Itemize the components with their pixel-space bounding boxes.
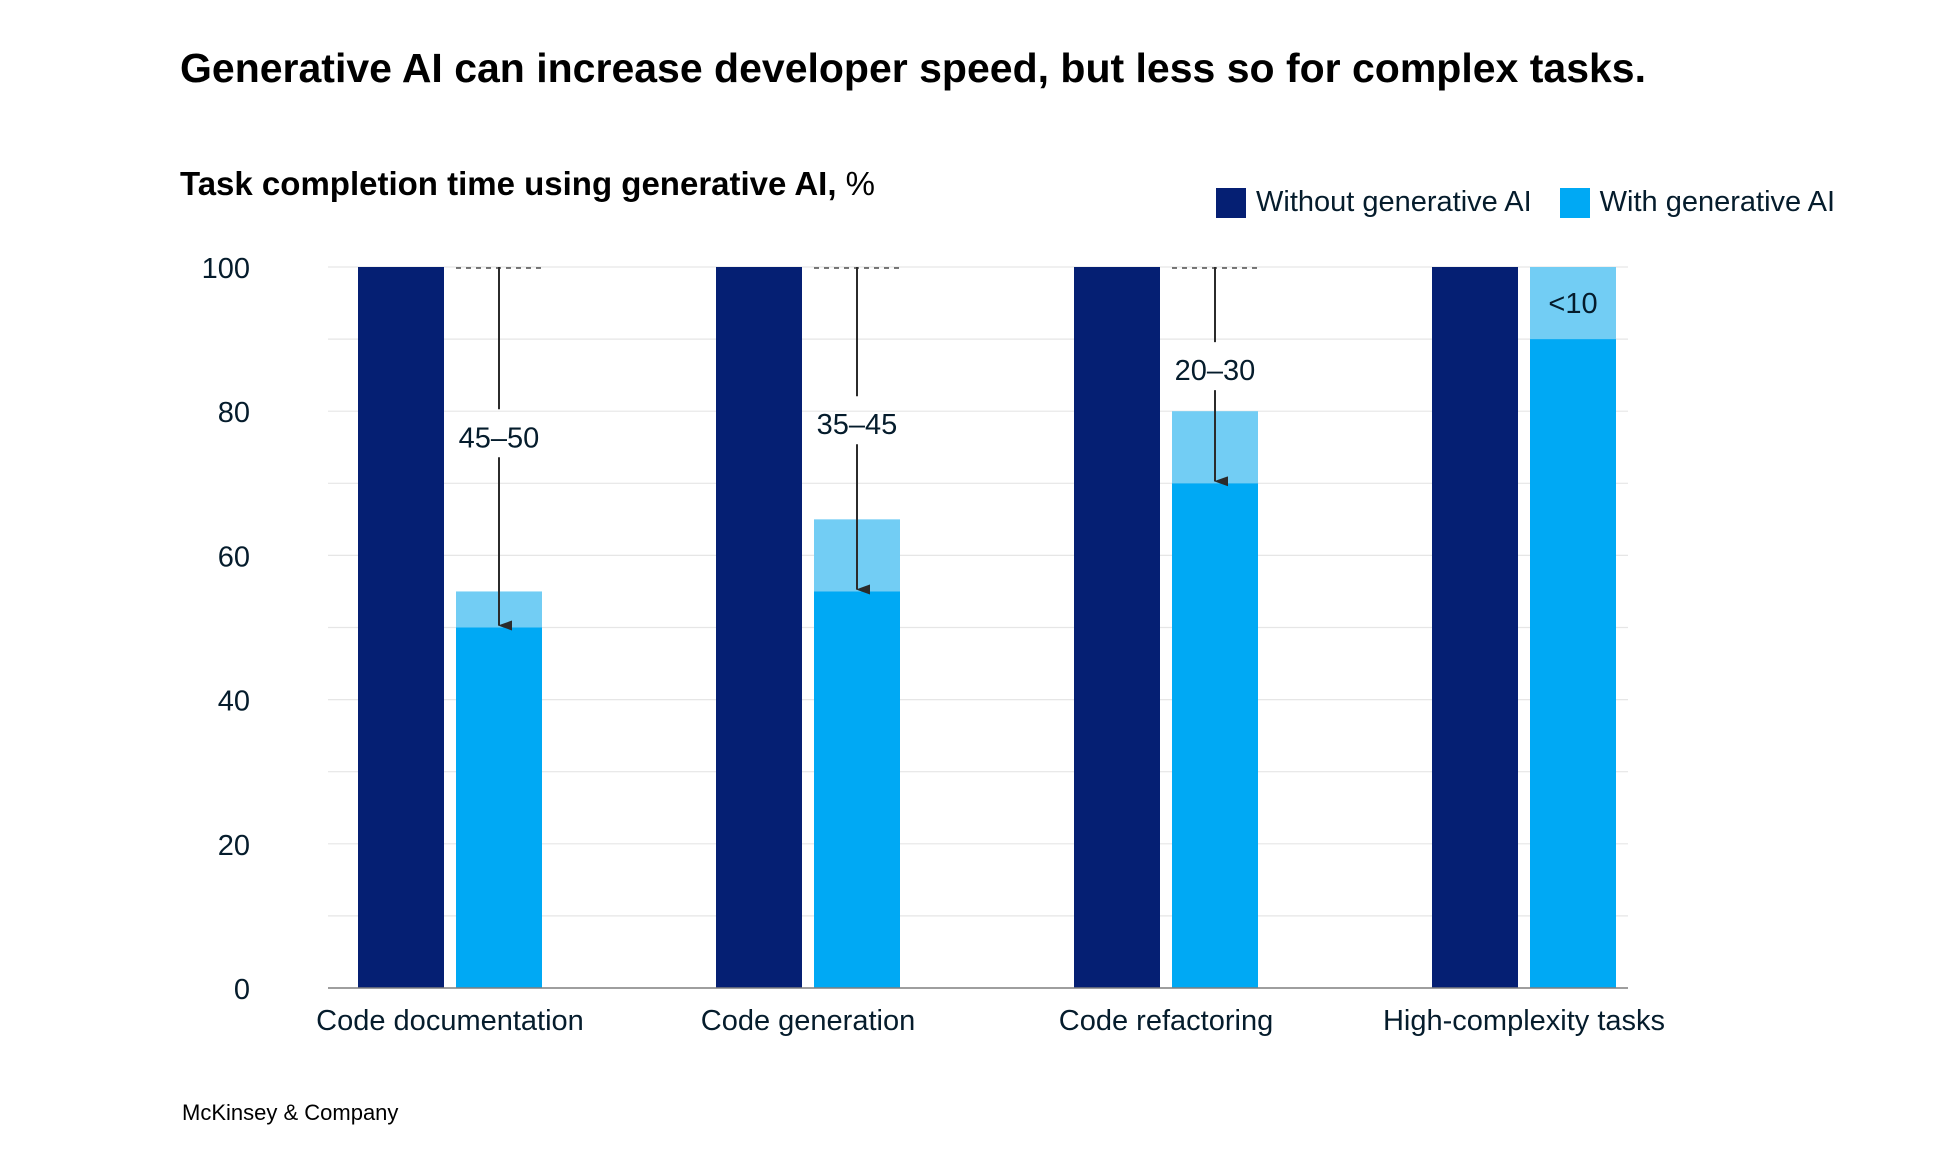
legend-swatch-with [1559, 187, 1590, 218]
y-tick-label: 80 [218, 397, 250, 429]
reduction-label: 20–30 [1175, 355, 1256, 387]
bar-without-ai [716, 267, 802, 988]
subtitle-unit: % [845, 165, 876, 202]
annotations: 45–50 35–45 20–30 <10 [456, 267, 1598, 631]
source-footer: McKinsey & Company [182, 1100, 399, 1125]
bar-with-ai [456, 627, 542, 988]
bar-without-ai [1074, 267, 1160, 988]
x-tick-label: Code generation [701, 1005, 915, 1037]
bar-with-ai [814, 591, 900, 988]
legend: Without generative AI With generative AI [1216, 186, 1863, 219]
chart-title: Generative AI can increase developer spe… [180, 45, 1646, 91]
bars [358, 267, 1616, 989]
legend-item-without: Without generative AI [1216, 186, 1532, 219]
x-tick-label: High-complexity tasks [1383, 1005, 1665, 1037]
legend-swatch-without [1216, 187, 1246, 218]
x-tick-label: Code refactoring [1059, 1005, 1273, 1037]
y-tick-label: 20 [218, 830, 250, 862]
subtitle-text: Task completion time using generative AI… [180, 165, 837, 202]
bar-with-ai [1172, 483, 1258, 988]
x-tick-label: Code documentation [316, 1005, 584, 1037]
chart-subtitle: Task completion time using generative AI… [180, 165, 875, 203]
bar-reduction-range [1530, 267, 1616, 340]
y-tick-label: 40 [218, 686, 250, 718]
axes: 0 20 40 60 80 100 Code documentation Code gener… [202, 253, 1665, 1037]
bar-with-ai [1530, 339, 1616, 989]
reduction-label: 45–50 [459, 422, 540, 454]
bar-without-ai [1432, 267, 1518, 988]
gridlines [328, 266, 1628, 917]
reduction-label: 35–45 [817, 409, 898, 441]
bar-without-ai [358, 267, 444, 988]
legend-label-with: With generative AI [1599, 186, 1835, 218]
legend-item-with: With generative AI [1559, 186, 1835, 219]
reduction-label: <10 [1548, 288, 1597, 320]
legend-label-without: Without generative AI [1256, 186, 1532, 218]
y-tick-label: 100 [202, 253, 250, 285]
y-tick-label: 60 [218, 541, 250, 573]
y-tick-label: 0 [234, 974, 250, 1006]
